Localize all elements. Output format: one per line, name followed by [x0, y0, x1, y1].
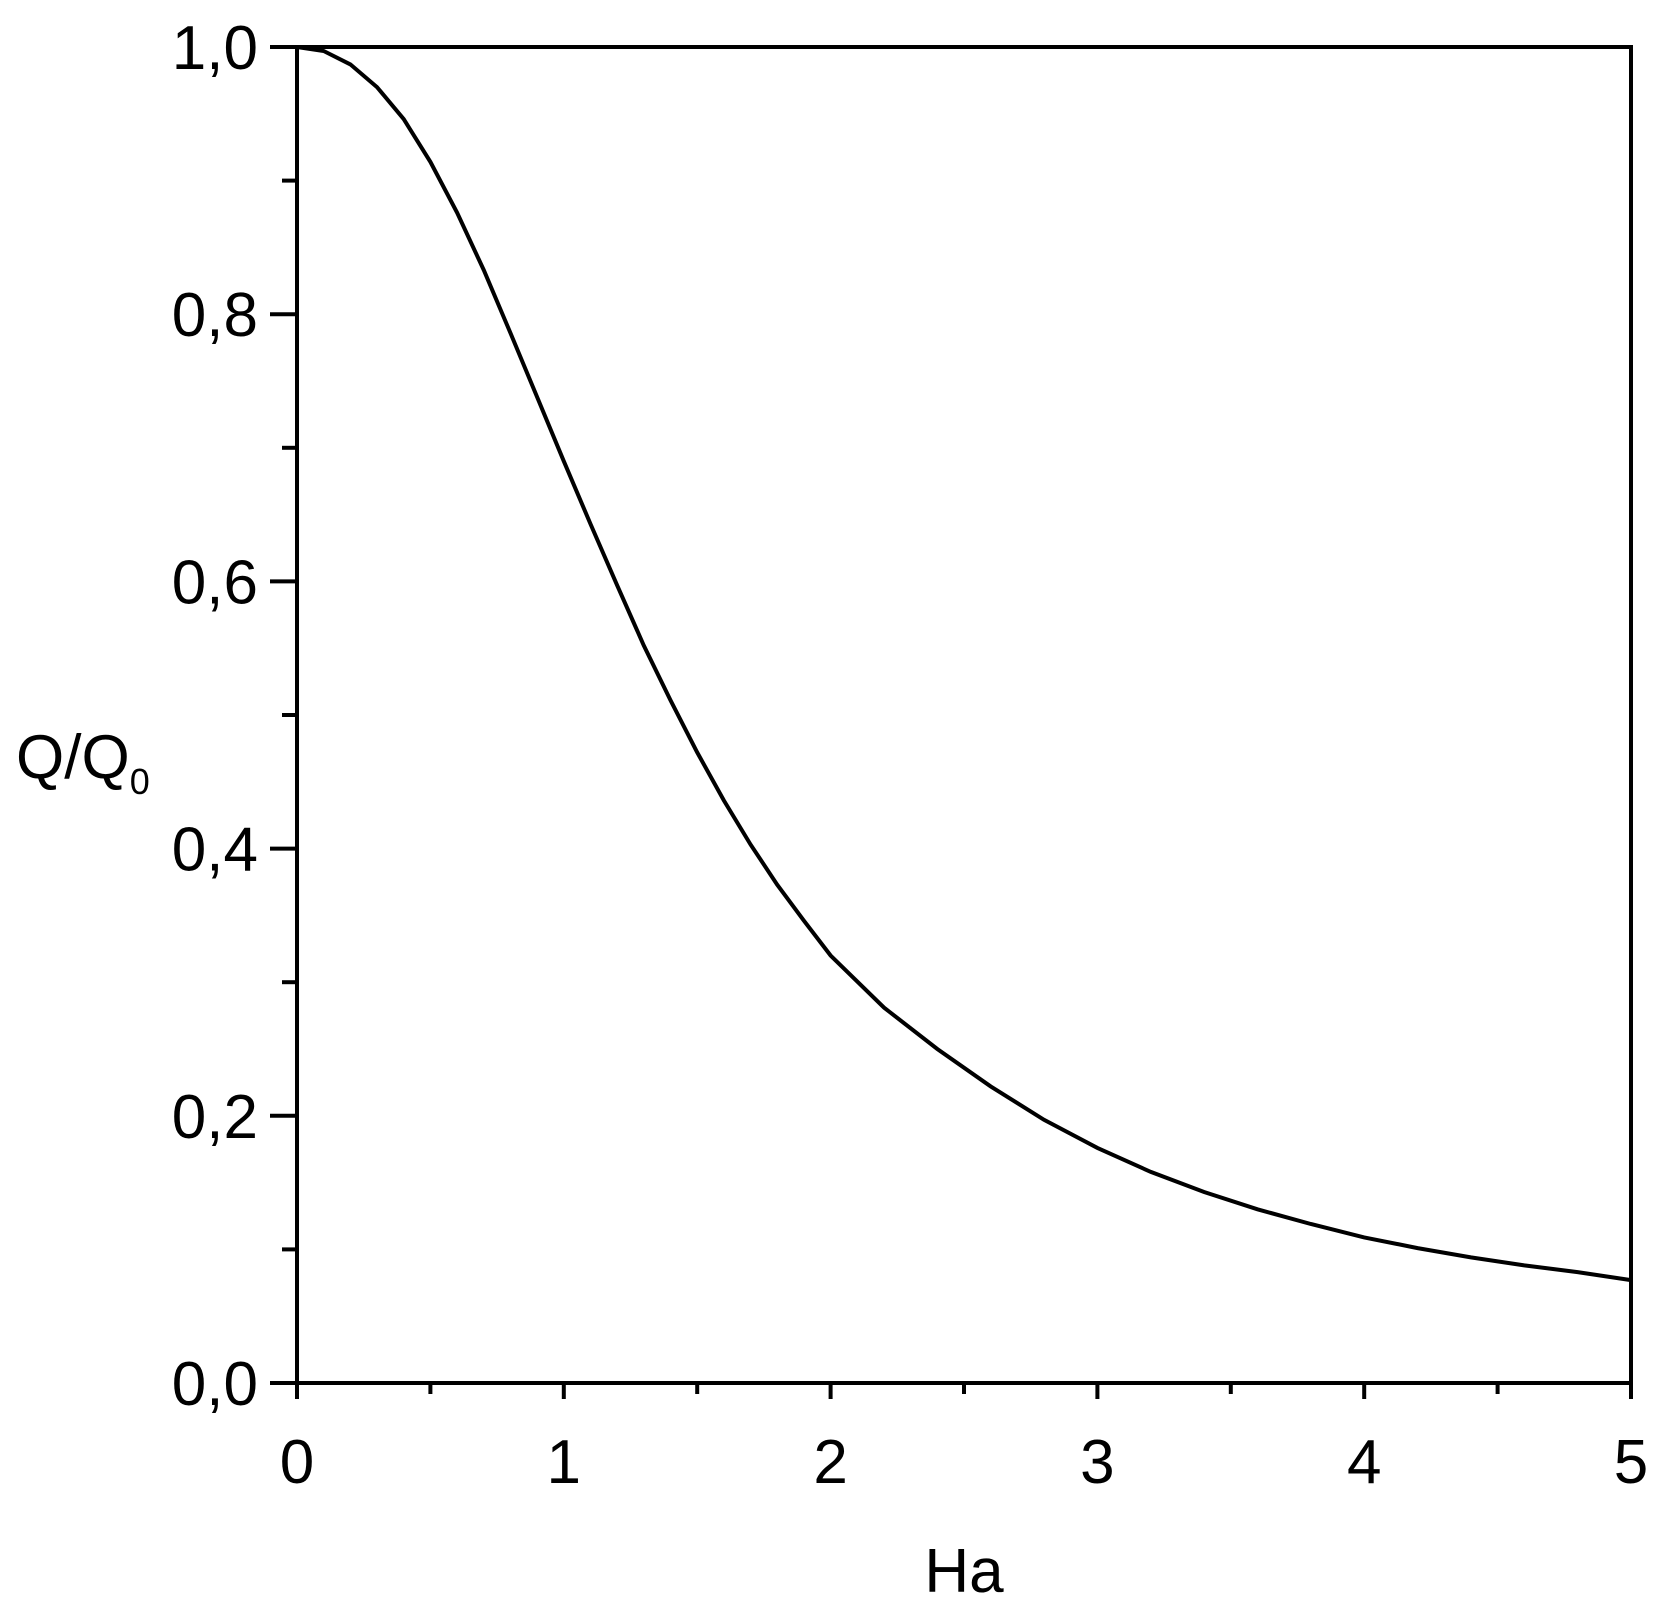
x-tick-label: 4: [1347, 1428, 1381, 1497]
y-tick-label: 0,2: [172, 1083, 258, 1152]
y-tick-label: 0,8: [172, 281, 258, 350]
y-axis-title-main: Q/Q: [16, 723, 130, 792]
plot-frame: [295, 45, 1633, 1385]
y-axis-title-subscript: 0: [130, 761, 150, 802]
y-tick-label: 1,0: [172, 14, 258, 83]
series-line: [296, 45, 1632, 1283]
y-tick-label: 0,0: [172, 1350, 258, 1419]
y-tick-label: 0,6: [172, 548, 258, 617]
x-axis-title: Ha: [924, 1537, 1004, 1606]
x-tick-label: 3: [1080, 1428, 1114, 1497]
x-tick-label: 5: [1614, 1428, 1648, 1497]
y-axis-ticks: [270, 45, 297, 1385]
x-axis-tick-labels: 0 1 2 3 4 5: [280, 1428, 1648, 1497]
x-tick-label: 1: [547, 1428, 581, 1497]
y-axis-title: Q/Q0: [16, 723, 150, 802]
x-tick-label: 2: [813, 1428, 847, 1497]
x-tick-label: 0: [280, 1428, 314, 1497]
y-tick-label: 0,4: [172, 816, 258, 885]
x-axis-ticks: [295, 1383, 1633, 1399]
y-axis-tick-labels: 0,0 0,2 0,4 0,6 0,8 1,0: [172, 14, 258, 1419]
